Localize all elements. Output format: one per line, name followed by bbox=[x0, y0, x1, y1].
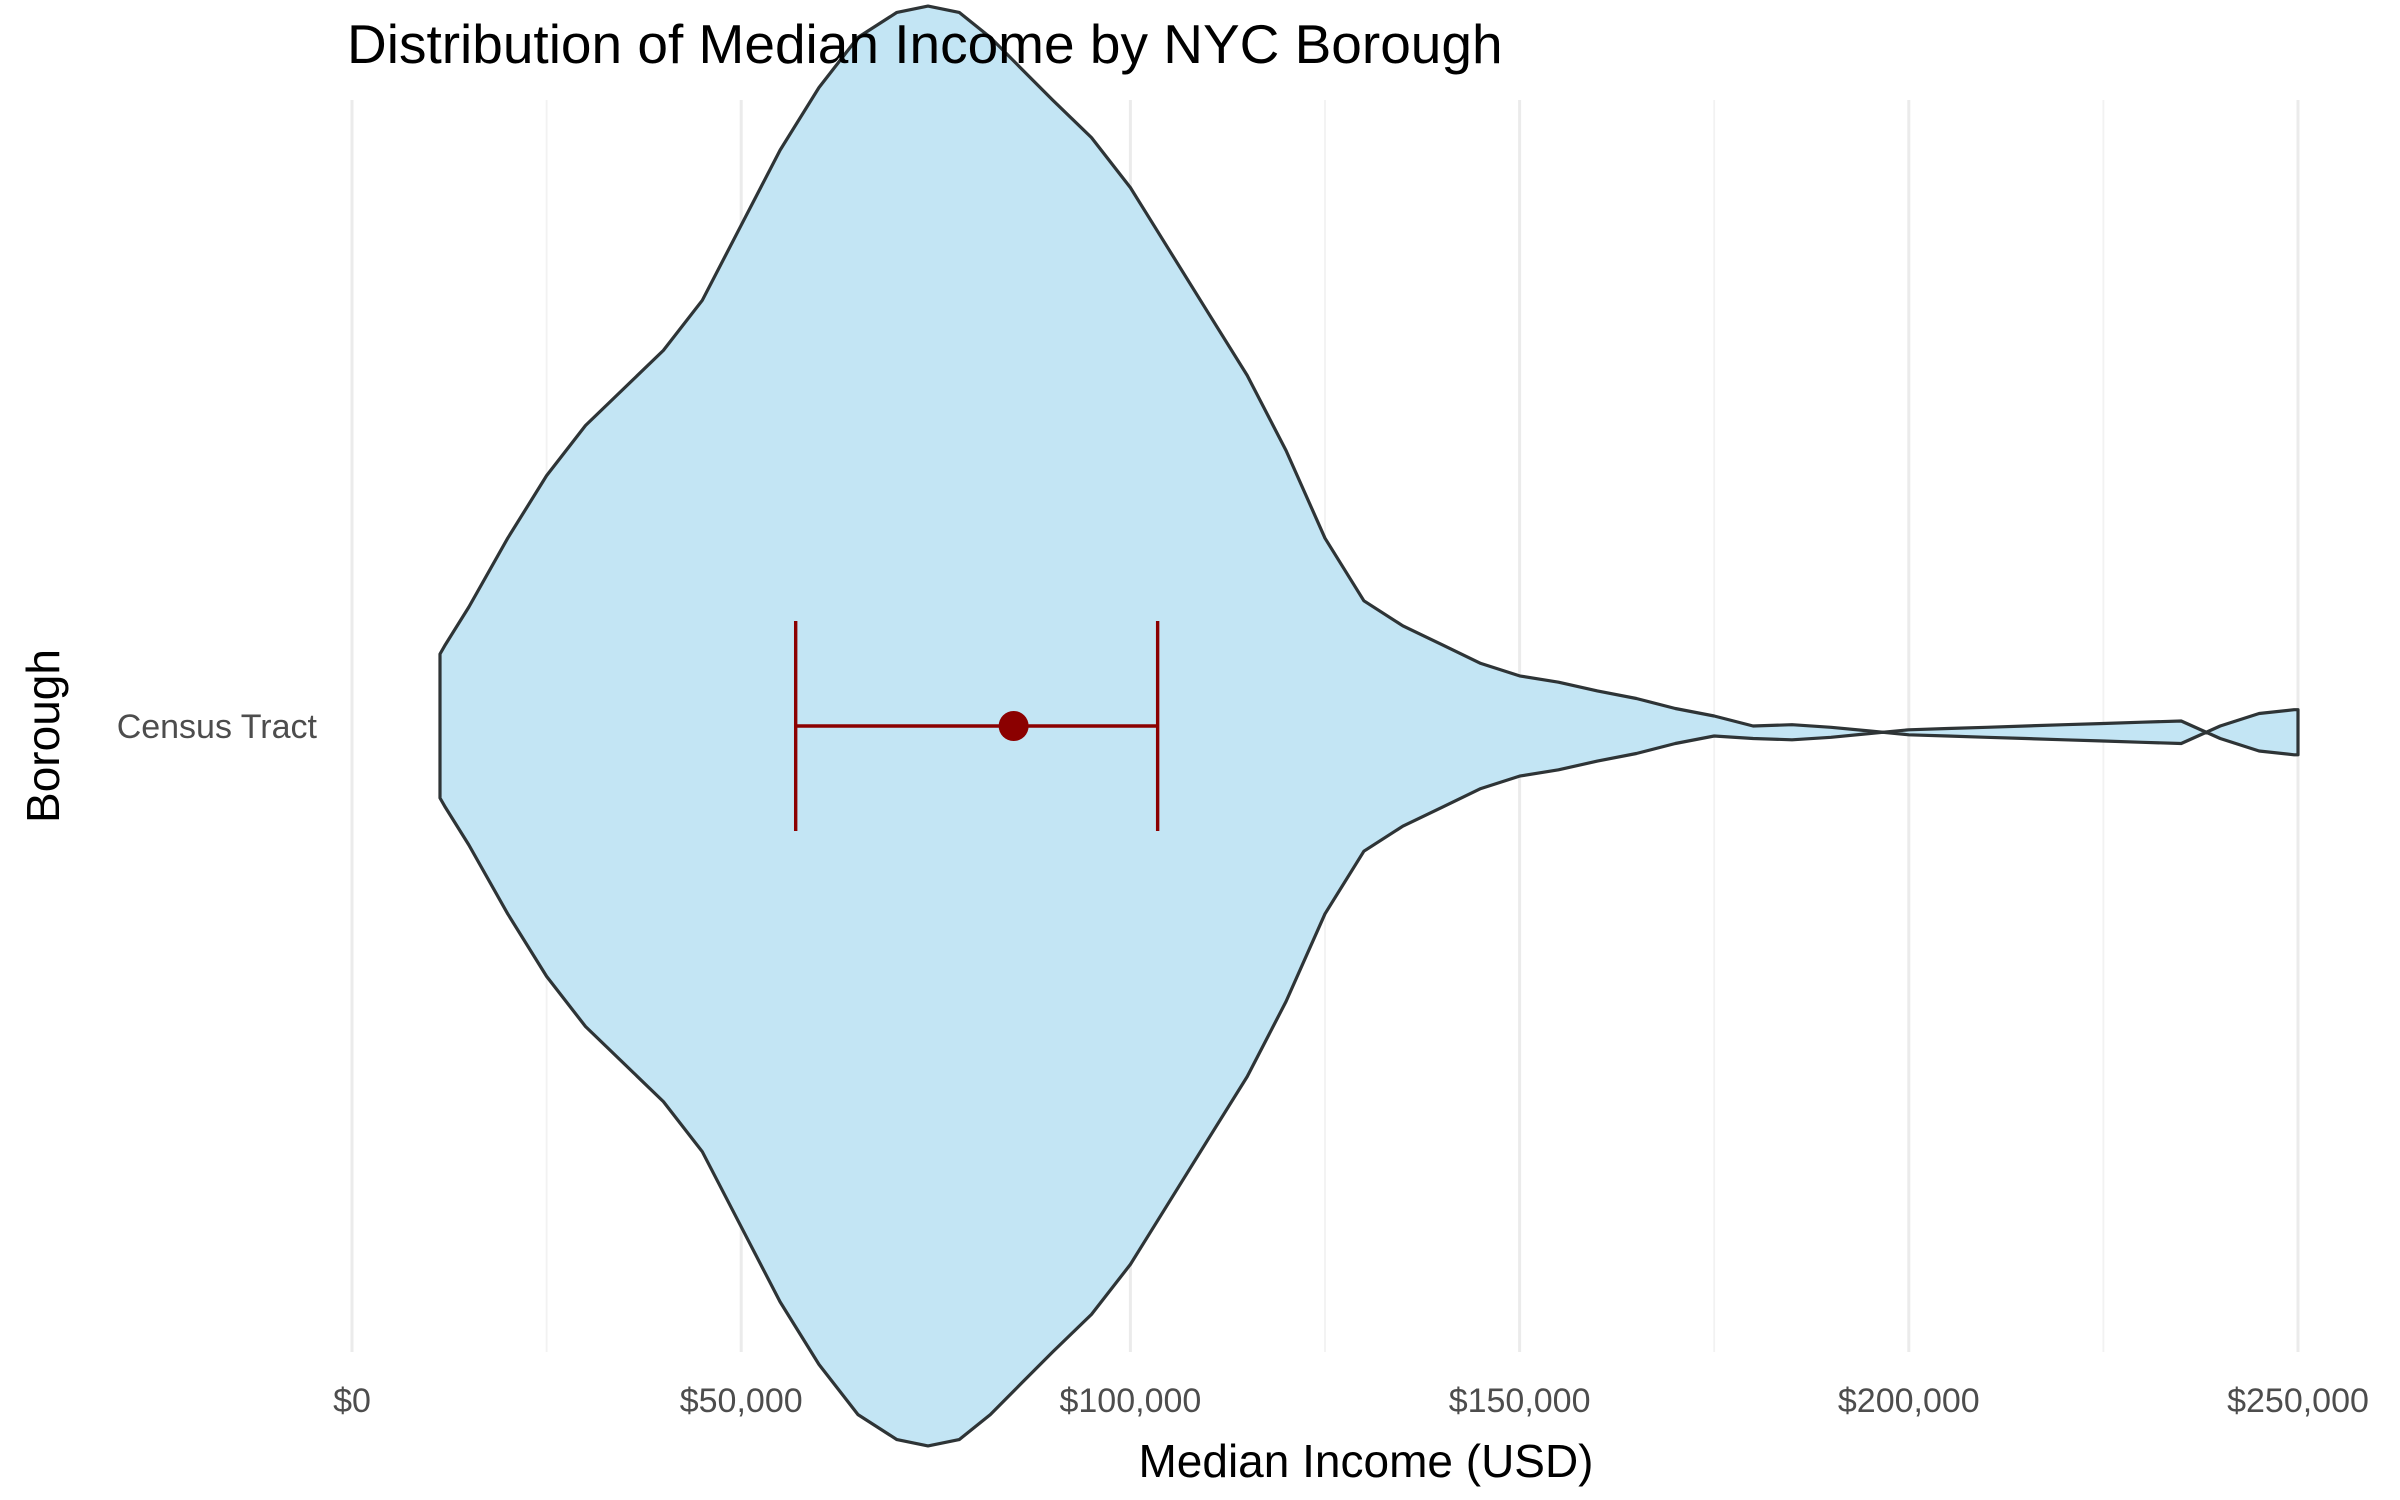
x-tick-label: $0 bbox=[333, 1382, 371, 1420]
x-tick-label: $150,000 bbox=[1449, 1382, 1591, 1420]
x-tick-label: $100,000 bbox=[1059, 1382, 1201, 1420]
y-axis-ticks: Census Tract bbox=[117, 708, 318, 746]
y-tick-label: Census Tract bbox=[117, 708, 318, 746]
x-tick-label: $50,000 bbox=[680, 1382, 803, 1420]
chart-title: Distribution of Median Income by NYC Bor… bbox=[347, 13, 1503, 75]
violin-census-tract bbox=[438, 4, 2300, 1448]
violins bbox=[438, 4, 2300, 1448]
x-tick-label: $250,000 bbox=[2227, 1382, 2369, 1420]
y-axis-title: Borough bbox=[17, 649, 69, 823]
x-axis-title: Median Income (USD) bbox=[1138, 1435, 1593, 1487]
x-axis-ticks: $0 $50,000 $100,000 $150,000 $200,000 $250,00… bbox=[333, 1382, 2369, 1420]
x-tick-label: $200,000 bbox=[1838, 1382, 1980, 1420]
error-bars bbox=[793, 621, 1160, 831]
mean-point bbox=[998, 711, 1029, 741]
